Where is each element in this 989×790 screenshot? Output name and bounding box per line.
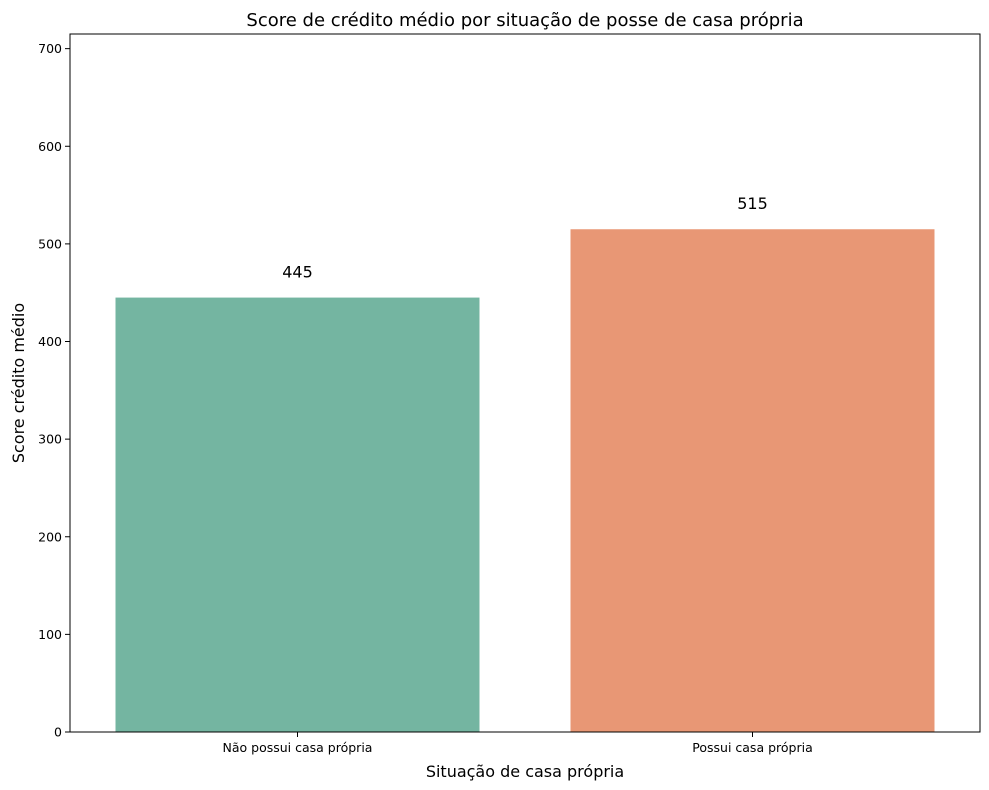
y-tick-label-1: 100 [38,627,62,642]
y-tick-label-0: 0 [54,725,62,740]
data-label-0: 445 [282,263,313,282]
y-tick-label-7: 700 [38,41,62,56]
data-label-1: 515 [737,194,768,213]
bars-group [115,229,935,732]
chart-title: Score de crédito médio por situação de p… [246,10,803,31]
plot-frame [69,33,981,733]
data-labels-group: 445 515 [282,194,768,281]
x-axis-title: Situação de casa própria [426,762,624,781]
x-tick-label-1: Possui casa própria [692,740,812,755]
x-axis: Não possui casa própria Possui casa própr… [223,732,813,755]
bar-0 [115,297,480,732]
y-tick-label-6: 600 [38,139,62,154]
bar-1 [570,229,935,732]
y-axis: 0 100 200 300 400 500 600 700 [38,41,70,740]
y-tick-label-5: 500 [38,236,62,251]
x-tick-label-0: Não possui casa própria [223,740,373,755]
y-tick-label-2: 200 [38,529,62,544]
y-tick-label-4: 400 [38,334,62,349]
y-axis-title: Score crédito médio [9,303,28,463]
y-tick-label-3: 300 [38,432,62,447]
